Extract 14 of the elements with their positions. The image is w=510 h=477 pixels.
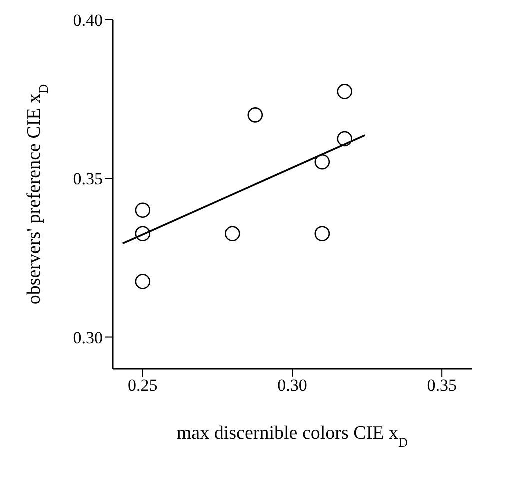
y-tick-label: 0.40 [73,11,103,30]
x-tick-label: 0.30 [278,376,308,396]
point [135,274,151,290]
y-tick-label: 0.30 [73,328,103,348]
point [337,84,353,100]
point [314,226,330,242]
point [314,154,330,170]
x-tick-label: 0.35 [427,376,457,396]
y-tick-label: 0.35 [73,170,103,189]
point [248,108,264,123]
point [135,202,151,218]
x-axis-title: max discernible colors CIE x$_{D}$ [176,423,408,450]
point [225,226,240,242]
x-tick-label: 0.25 [128,376,158,396]
